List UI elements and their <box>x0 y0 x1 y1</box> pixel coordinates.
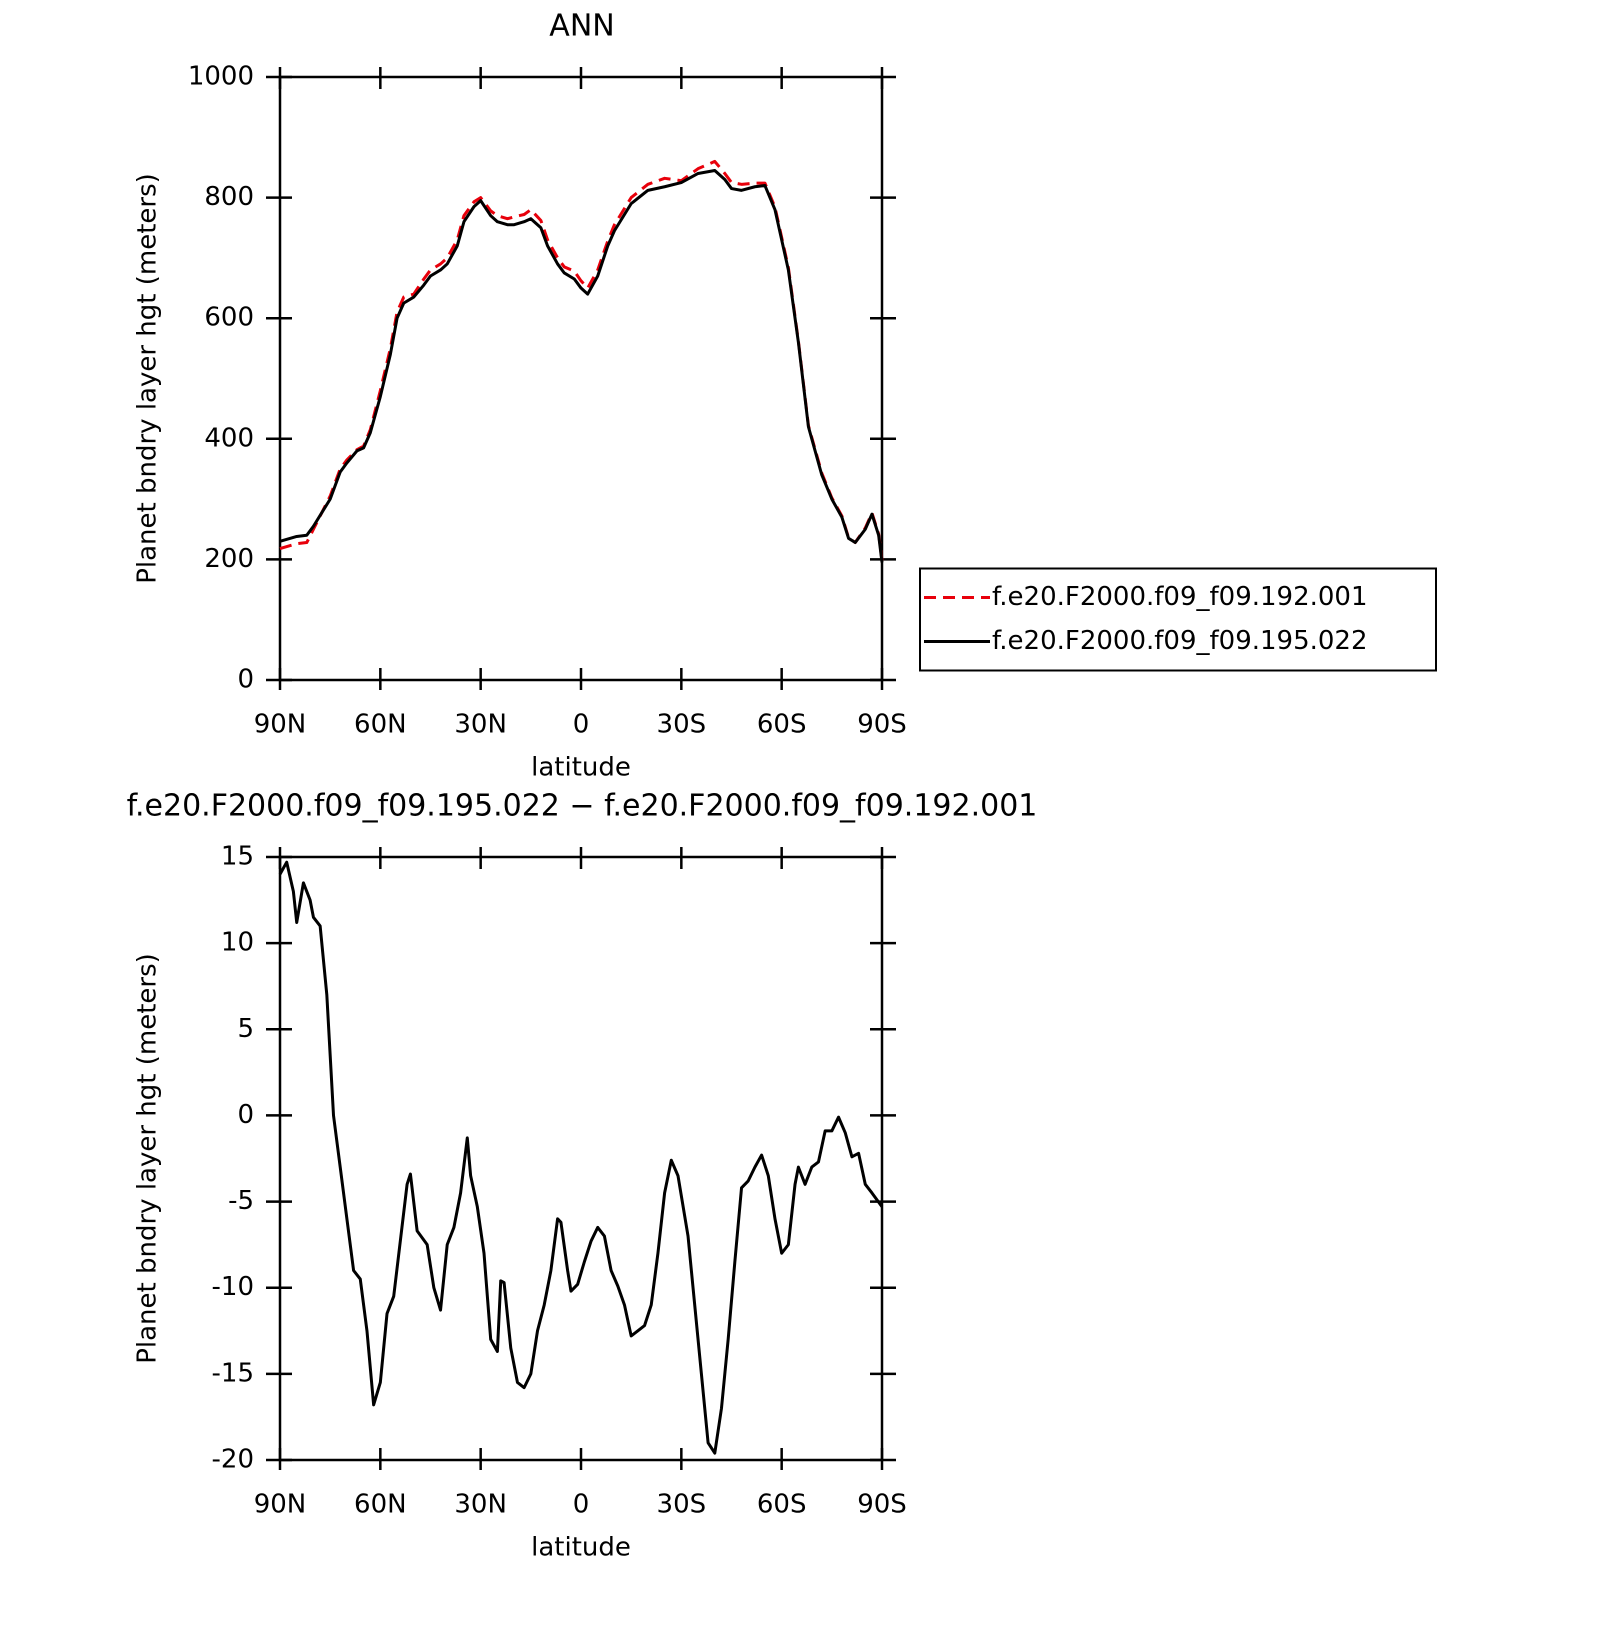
y-tick-label: -15 <box>212 1358 254 1388</box>
x-axis-label: latitude <box>531 753 631 783</box>
chart-title: ANN <box>549 9 614 44</box>
y-tick-label: 200 <box>204 544 254 574</box>
data-line <box>279 159 884 561</box>
data-line <box>278 860 884 1455</box>
y-tick-label: 600 <box>204 303 254 333</box>
y-axis-label: Planet bndry layer hgt (meters) <box>133 953 163 1364</box>
x-tick-label: 0 <box>573 1490 590 1520</box>
legend-label: f.e20.F2000.f09_f09.192.001 <box>992 582 1368 612</box>
legend-box <box>919 567 1437 672</box>
y-tick-label: -5 <box>228 1186 254 1216</box>
x-tick-label: 60N <box>354 710 407 740</box>
y-axis-label: Planet bndry layer hgt (meters) <box>133 173 163 584</box>
x-tick-label: 0 <box>573 710 590 740</box>
plot-frame <box>278 855 884 1462</box>
y-tick-label: -20 <box>212 1445 254 1475</box>
y-tick-label: 400 <box>204 423 254 453</box>
y-tick-label: 15 <box>221 842 254 872</box>
y-tick-label: 800 <box>204 182 254 212</box>
x-tick-label: 60S <box>757 710 807 740</box>
x-tick-label: 30S <box>657 710 707 740</box>
x-tick-label: 90S <box>857 710 907 740</box>
y-tick-label: 1000 <box>188 62 254 92</box>
x-tick-label: 30S <box>657 1490 707 1520</box>
x-tick-label: 30N <box>454 1490 507 1520</box>
y-tick-label: 0 <box>237 1100 254 1130</box>
data-line <box>279 168 884 563</box>
y-tick-label: 5 <box>237 1014 254 1044</box>
y-tick-label: -10 <box>212 1272 254 1302</box>
chart-title: f.e20.F2000.f09_f09.195.022 − f.e20.F200… <box>127 789 1038 824</box>
x-tick-label: 60S <box>757 1490 807 1520</box>
y-tick-label: 10 <box>221 928 254 958</box>
legend-label: f.e20.F2000.f09_f09.195.022 <box>992 626 1368 656</box>
x-tick-label: 30N <box>454 710 507 740</box>
x-tick-label: 60N <box>354 1490 407 1520</box>
x-axis-label: latitude <box>531 1533 631 1563</box>
y-tick-label: 0 <box>237 665 254 695</box>
x-tick-label: 90S <box>857 1490 907 1520</box>
x-tick-label: 90N <box>254 1490 307 1520</box>
x-tick-label: 90N <box>254 710 307 740</box>
plot-frame <box>278 75 884 682</box>
